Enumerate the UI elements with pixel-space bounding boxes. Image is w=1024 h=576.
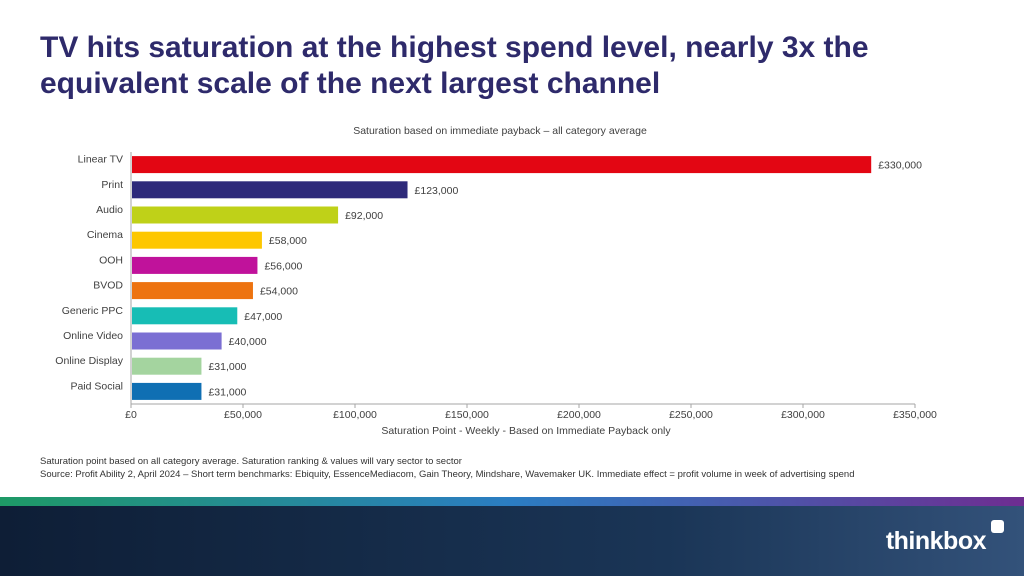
x-tick-label: £150,000 — [445, 409, 489, 421]
bar — [132, 156, 872, 174]
bar — [132, 357, 202, 375]
value-label: £123,000 — [415, 185, 459, 197]
category-label: OOH — [99, 254, 123, 266]
category-label: Generic PPC — [62, 305, 124, 317]
bar — [132, 181, 408, 199]
x-tick-label: £300,000 — [781, 409, 825, 421]
value-label: £31,000 — [208, 386, 246, 398]
footnotes: Saturation point based on all category a… — [40, 455, 1010, 481]
value-label: £47,000 — [244, 311, 282, 323]
x-tick-label: £0 — [125, 409, 137, 421]
x-tick-label: £200,000 — [557, 409, 601, 421]
value-label: £92,000 — [345, 210, 383, 222]
bar — [132, 206, 339, 224]
bar — [132, 307, 238, 325]
footnote-saturation: Saturation point based on all category a… — [40, 456, 462, 467]
footer-band — [0, 506, 1024, 576]
thinkbox-logo: thinkbox — [885, 527, 987, 555]
x-axis-title: Saturation Point - Weekly - Based on Imm… — [381, 425, 671, 437]
bar — [132, 256, 258, 274]
x-tick-label: £100,000 — [333, 409, 377, 421]
value-label: £40,000 — [229, 336, 267, 348]
value-label: £31,000 — [208, 361, 246, 373]
x-tick-label: £350,000 — [893, 409, 937, 421]
bar — [132, 231, 262, 249]
bar — [132, 382, 202, 400]
value-label: £330,000 — [878, 160, 922, 172]
x-tick-label: £250,000 — [669, 409, 713, 421]
value-label: £54,000 — [260, 286, 298, 298]
brand-stripe — [0, 497, 1024, 506]
category-label: BVOD — [93, 280, 123, 292]
category-label: Online Display — [55, 355, 123, 367]
category-label: Audio — [96, 204, 123, 216]
value-label: £58,000 — [269, 235, 307, 247]
bar-chart: Saturation based on immediate payback – … — [55, 125, 937, 437]
logo-square-icon — [991, 520, 1004, 533]
value-label: £56,000 — [264, 260, 302, 272]
category-label: Online Video — [63, 330, 123, 342]
category-label: Cinema — [87, 229, 123, 241]
x-tick-label: £50,000 — [224, 409, 262, 421]
bar — [132, 332, 222, 350]
category-label: Paid Social — [70, 380, 123, 392]
footnote-source: Source: Profit Ability 2, April 2024 – S… — [40, 469, 855, 480]
category-label: Linear TV — [78, 154, 123, 166]
chart-title: Saturation based on immediate payback – … — [353, 125, 647, 137]
slide-title: TV hits saturation at the highest spend … — [40, 31, 869, 100]
bar — [132, 282, 253, 300]
category-label: Print — [101, 179, 123, 191]
